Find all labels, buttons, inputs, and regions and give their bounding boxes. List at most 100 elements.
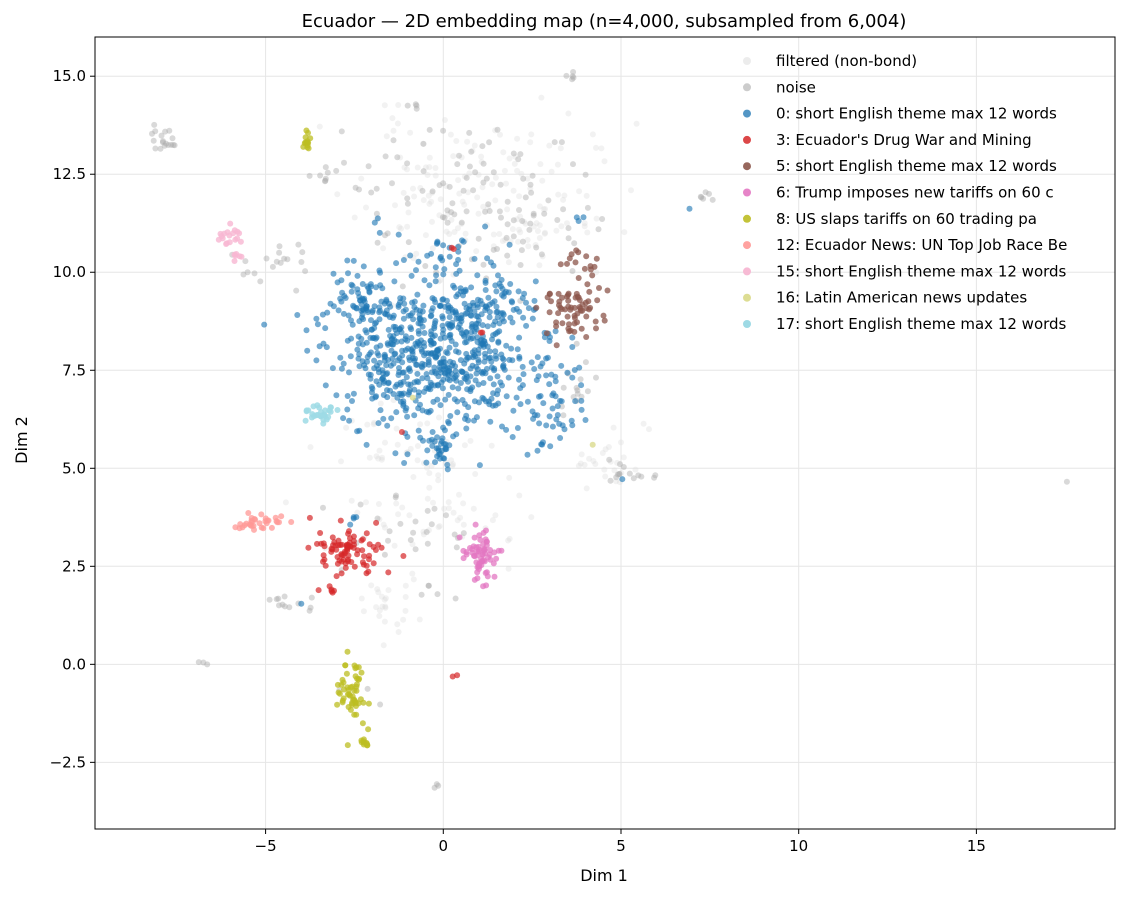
data-point [393, 338, 400, 345]
data-point [697, 193, 704, 200]
data-point [429, 188, 436, 195]
data-point [454, 161, 461, 168]
data-point [294, 312, 301, 318]
data-point [445, 302, 452, 309]
data-point [393, 409, 400, 416]
data-point [632, 466, 639, 473]
data-point [468, 148, 475, 155]
data-point [486, 348, 493, 355]
data-point [372, 335, 379, 342]
data-point [531, 297, 538, 304]
data-point [491, 298, 498, 305]
data-point [376, 447, 383, 454]
data-point [414, 378, 420, 385]
data-point [446, 253, 453, 260]
data-point [571, 304, 578, 311]
data-point [455, 177, 462, 184]
data-point [463, 350, 470, 357]
data-point [570, 74, 577, 81]
data-point [494, 246, 500, 252]
data-point [528, 359, 535, 366]
x-tick-label: 10 [789, 837, 808, 855]
data-point [586, 288, 593, 295]
data-point [509, 319, 516, 326]
data-point [495, 272, 501, 279]
data-point [451, 531, 458, 538]
data-point [445, 499, 452, 506]
data-point [307, 135, 314, 142]
data-point [434, 453, 441, 460]
data-point [436, 212, 443, 219]
data-point [492, 197, 499, 204]
data-point [447, 131, 454, 138]
data-point [345, 270, 351, 277]
data-point [407, 324, 414, 331]
data-point [379, 454, 386, 461]
legend-marker [743, 83, 751, 92]
series-2-points [261, 205, 693, 607]
data-point [487, 418, 494, 425]
data-point [598, 145, 605, 152]
data-point [536, 222, 543, 229]
data-point [496, 231, 503, 237]
data-point [538, 251, 545, 258]
data-point [426, 154, 433, 161]
data-point [437, 402, 444, 409]
data-point [702, 189, 709, 196]
data-point [473, 370, 480, 377]
data-point [373, 604, 380, 611]
data-point [456, 267, 463, 274]
data-point [551, 139, 558, 146]
data-point [375, 369, 382, 376]
data-point [564, 260, 570, 267]
data-point [505, 565, 512, 572]
data-point [356, 363, 363, 370]
data-point [593, 255, 600, 262]
data-point [358, 537, 365, 544]
data-point [517, 213, 524, 220]
data-point [536, 420, 543, 427]
data-point [443, 349, 450, 356]
data-point [375, 455, 382, 462]
data-point [434, 347, 440, 354]
data-point [427, 386, 434, 393]
data-point [578, 382, 585, 389]
data-point [616, 470, 623, 477]
data-point [700, 195, 707, 202]
data-point [363, 329, 370, 336]
data-point [469, 321, 476, 327]
data-point [281, 255, 288, 262]
data-point [492, 402, 499, 409]
data-point [333, 573, 340, 580]
data-point [485, 294, 492, 301]
data-point [460, 521, 467, 528]
data-point [242, 258, 249, 265]
data-point [426, 470, 433, 477]
data-point [317, 530, 324, 536]
data-point [501, 167, 508, 174]
data-point [516, 355, 523, 362]
data-point [435, 524, 442, 531]
data-point [534, 228, 541, 234]
data-point [322, 164, 329, 171]
data-point [517, 401, 524, 408]
data-point [392, 494, 399, 501]
data-point [601, 466, 608, 473]
data-point [453, 315, 460, 322]
data-point [507, 314, 514, 321]
data-point [472, 521, 479, 528]
data-point [295, 241, 302, 248]
data-point [344, 406, 351, 413]
data-point [395, 102, 402, 108]
data-point [261, 321, 268, 328]
data-point [572, 259, 579, 266]
data-point [475, 543, 482, 550]
data-point [151, 121, 158, 128]
data-point [441, 214, 448, 221]
data-point [376, 613, 383, 619]
data-point [461, 201, 468, 208]
data-point [515, 288, 522, 295]
data-point [453, 544, 460, 551]
data-point [473, 414, 480, 421]
